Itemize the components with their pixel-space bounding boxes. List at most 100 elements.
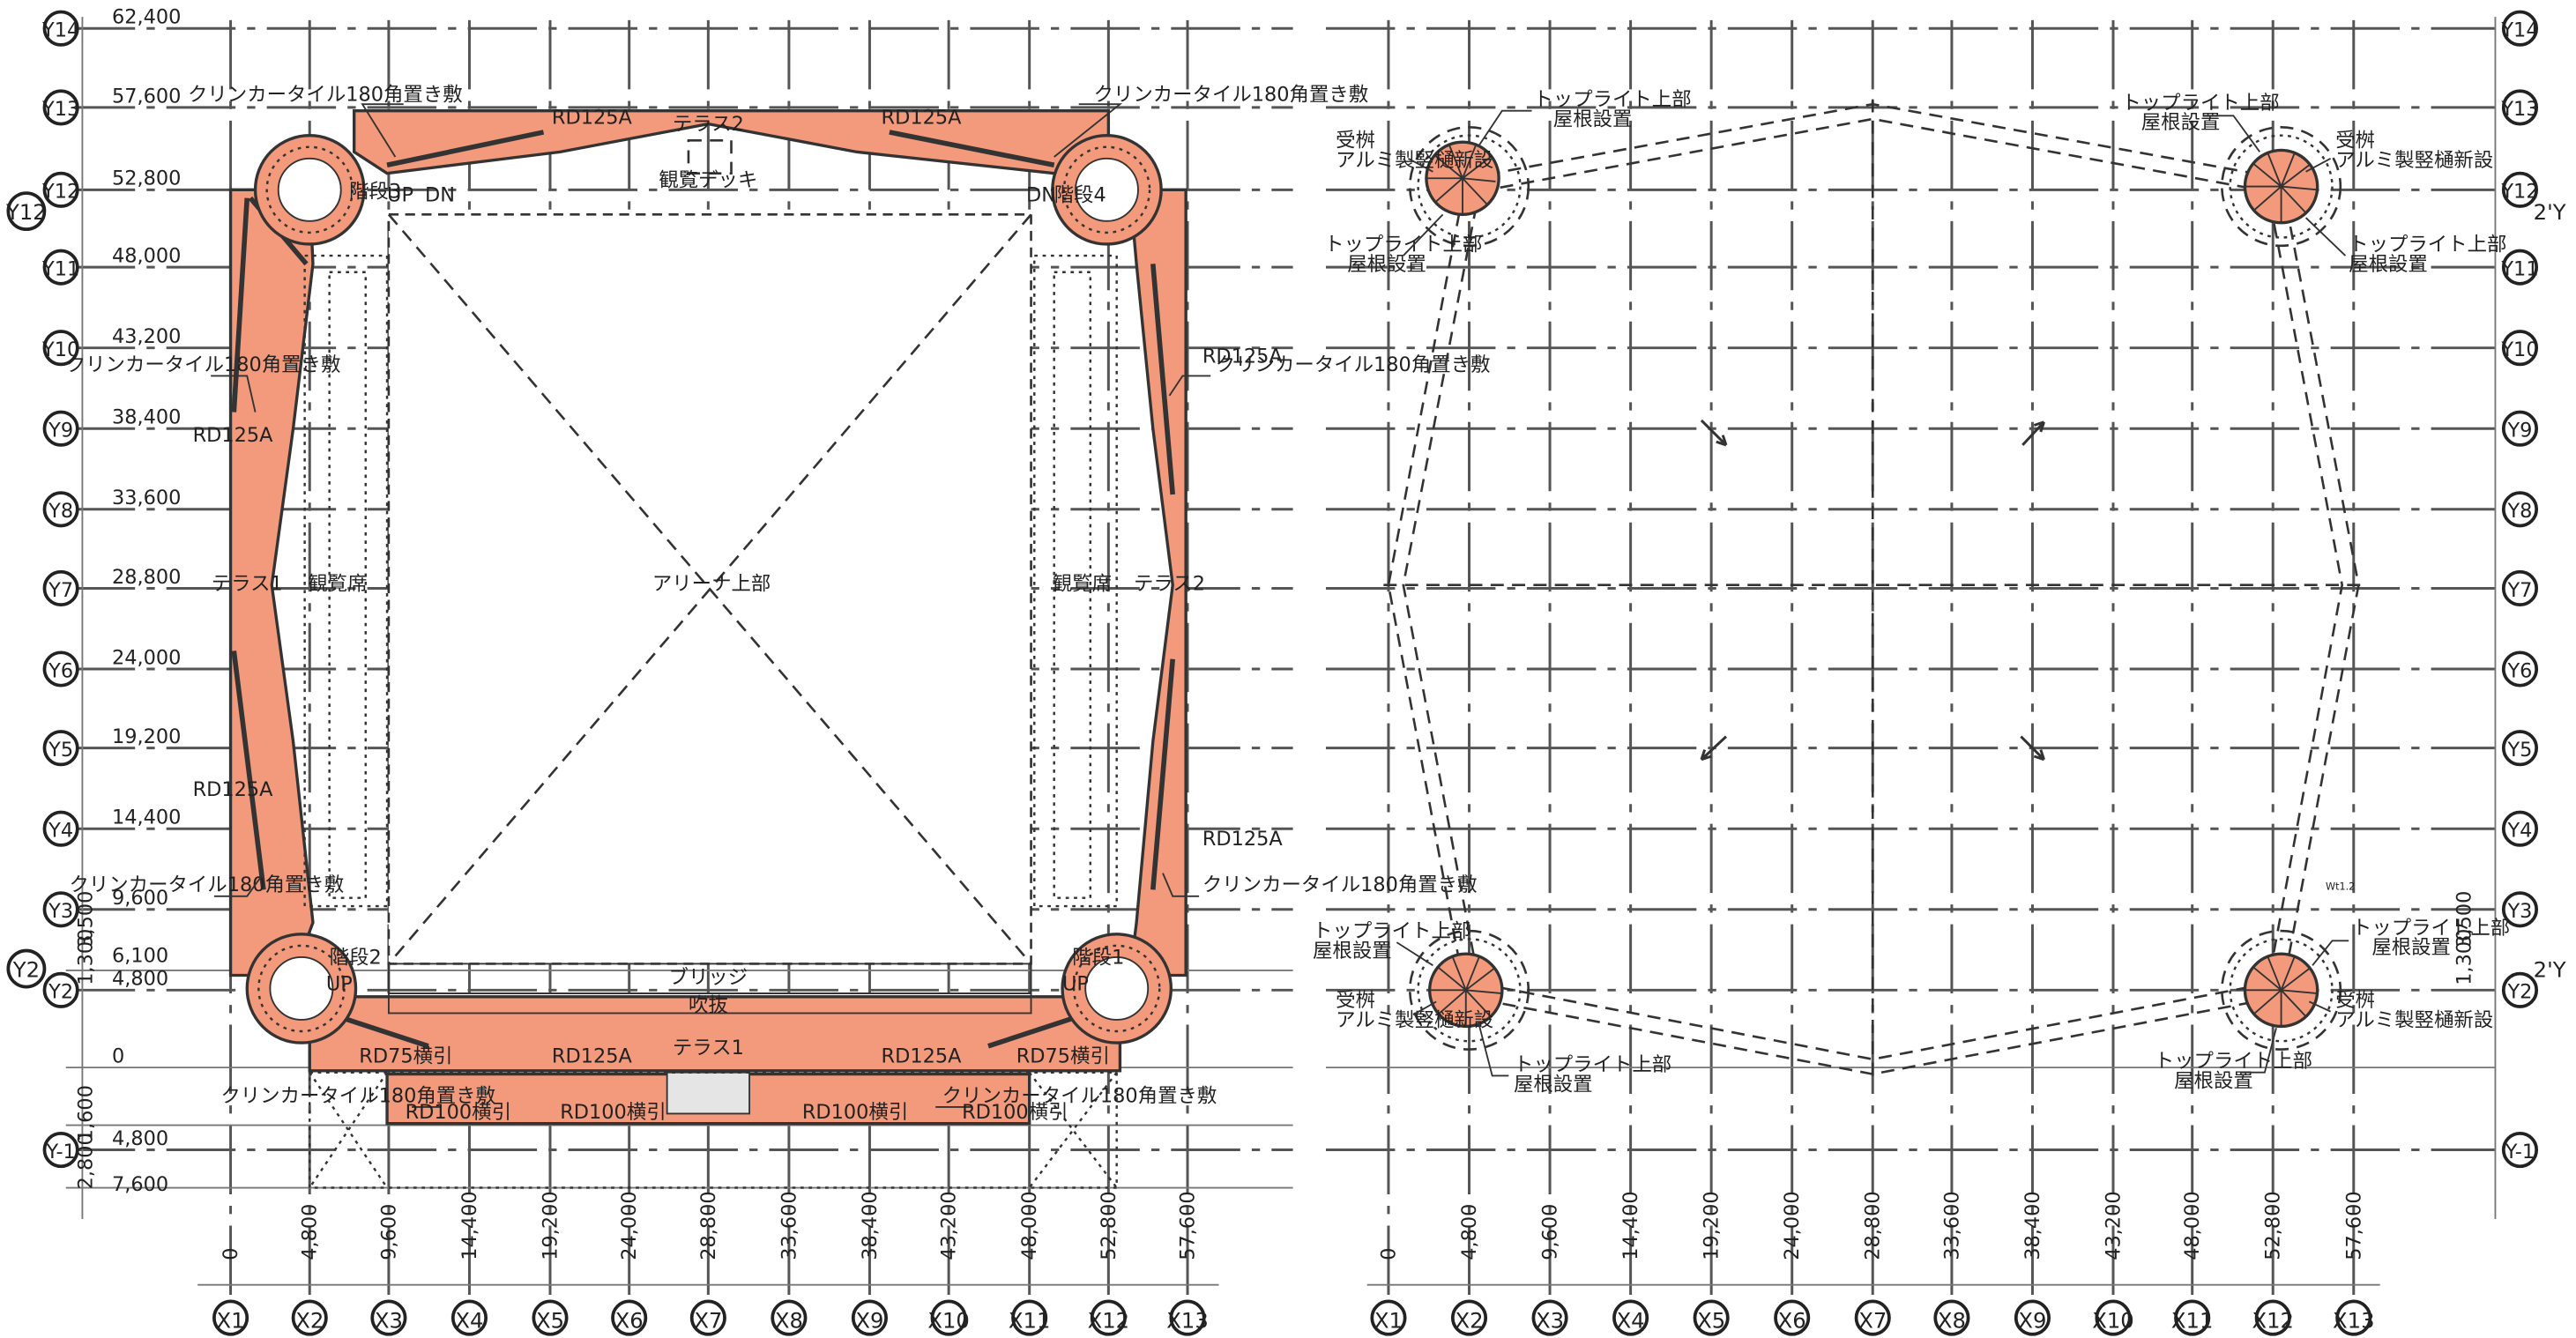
grid-label-y6-right: Y6 [2507, 659, 2533, 682]
grid-bubble-x12-right: X12 [2252, 1299, 2294, 1336]
grid-bubble-y-1-right: Y-1 [2501, 1131, 2539, 1169]
tower-nw [1408, 126, 1530, 248]
x-dim-11-right: 52,800 [2262, 1191, 2285, 1260]
y-dim-1: 57,600 [112, 85, 181, 108]
nw-toplight: トップライト上部 [1533, 88, 1691, 111]
x-dim-2-left: 9,600 [377, 1204, 400, 1260]
grid-label-x10-left: X10 [927, 1307, 970, 1333]
x-dim-5-left: 24,000 [618, 1191, 641, 1260]
grid-bubble-y9-right: Y9 [2501, 410, 2539, 447]
grid-bubble-x5-right: X5 [1693, 1299, 1730, 1336]
dim-1600: 1,600 [75, 1085, 98, 1141]
grid-label-y-1-left: Y-1 [45, 1141, 75, 1163]
grid-bubble-y14-left: Y14 [41, 10, 79, 47]
x-dim-12-right: 57,600 [2342, 1191, 2365, 1260]
se-receiver: 受桝 [2335, 989, 2375, 1012]
grid-bubble-y4-left: Y4 [42, 810, 79, 847]
x-dim-7-right: 33,600 [1940, 1191, 1963, 1260]
grid-bubble-y3-left: Y3 [42, 891, 79, 928]
rd125a-8: RD125A [882, 1045, 963, 1068]
x-dim-4-right: 19,200 [1701, 1191, 1724, 1260]
grid-label-x12-left: X12 [1088, 1307, 1130, 1333]
grid-bubble-y3-right: Y3 [2501, 891, 2539, 928]
grid-bubble-y7-right: Y7 [2501, 569, 2539, 607]
y-dim-7: 28,800 [112, 566, 181, 589]
grid-bubble-y5-right: Y5 [2501, 730, 2539, 767]
grid-label-y-1-right: Y-1 [2505, 1141, 2535, 1163]
grid-bubbles: X1 X1 X2 X2 X3 X3 X4 X4 X5 X5 X6 X6 X7 X7 X8 X8 X9 X9 X10 X… [41, 10, 2539, 1336]
stair1-label: 階段1 [1072, 946, 1124, 969]
dim-3500: 3,500 [75, 891, 98, 948]
grid-bubble-y10-left: Y10 [41, 330, 79, 367]
grid-bubble-x4-left: X4 [450, 1299, 488, 1336]
grid-bubble-x13-right: X13 [2333, 1299, 2375, 1336]
sw-roof: 屋根設置 [1313, 940, 1392, 963]
grid-bubble-x10-right: X10 [2092, 1299, 2134, 1336]
arena-label: アリーナ上部 [652, 572, 771, 595]
grid-label-y7-left: Y7 [48, 579, 73, 602]
grid-bubble-x8-right: X8 [1933, 1299, 1970, 1336]
x-dim-12-left: 57,600 [1177, 1191, 1200, 1260]
grid-bubble-y12-left: Y12 [41, 171, 79, 208]
x-dim-10-left: 48,000 [1018, 1191, 1041, 1260]
grid-bubble-x12-left: X12 [1088, 1299, 1130, 1336]
grid-label-x11-right: X11 [2171, 1307, 2214, 1333]
grid-bubble-x2-left: X2 [291, 1299, 328, 1336]
x-dim-3-right: 14,400 [1619, 1191, 1642, 1260]
grid-bubble-y13-right: Y13 [2500, 89, 2539, 126]
y-dim-12: 6,100 [112, 945, 168, 968]
x-dim-9-right: 43,200 [2102, 1191, 2125, 1260]
dim-1300: 1,300 [75, 929, 98, 985]
x-dim-1-left: 4,800 [299, 1204, 322, 1260]
clinker-label-5: クリンカータイル180角置き敷 [69, 873, 344, 896]
grid-label-x2-left: X2 [295, 1307, 324, 1333]
atrium-label: 吹抜 [689, 994, 728, 1017]
rd100-2: RD100横引 [560, 1101, 666, 1124]
grid-label-x6-left: X6 [615, 1307, 644, 1333]
grid-label-x3-left: X3 [375, 1307, 403, 1333]
grid-label-y11-right: Y11 [2500, 257, 2538, 280]
y-dim-8: 24,000 [112, 646, 181, 669]
y-dim-4: 43,200 [112, 325, 181, 348]
grid-label-x10-right: X10 [2092, 1307, 2134, 1333]
up-label-2: UP [326, 972, 353, 995]
clinker-label-4: クリンカータイル180角置き敷 [1216, 353, 1491, 376]
terrace1-label: テラス1 [673, 1037, 744, 1059]
se-roof: 屋根設置 [2371, 936, 2451, 959]
grid-bubble-y12-right: Y12 [2500, 171, 2539, 208]
rd75-2: RD75横引 [1016, 1045, 1110, 1068]
bridge-label: ブリッジ [669, 966, 748, 989]
seat2-label: 観覧席 [1053, 572, 1112, 595]
grid-bubble-y6-right: Y6 [2501, 650, 2539, 688]
dn-label-2: DN [1026, 183, 1056, 206]
rd125a-2: RD125A [882, 107, 963, 130]
terrace2-label: テラス2 [673, 113, 744, 136]
x-dim-4-left: 19,200 [539, 1191, 562, 1260]
rd125a-1: RD125A [552, 107, 633, 130]
rd125a-6: RD125A [1202, 828, 1284, 851]
grid-bubble-x5-left: X5 [532, 1299, 569, 1336]
nw-gutter: アルミ製竪樋新設 [1336, 149, 1493, 172]
clinker-label-2: クリンカータイル180角置き敷 [1094, 83, 1369, 106]
sw-gutter: アルミ製竪樋新設 [1336, 1008, 1493, 1031]
grid-bubble-x3-left: X3 [370, 1299, 407, 1336]
grid-label-x5-left: X5 [536, 1307, 564, 1333]
grid-label-x9-left: X9 [855, 1307, 883, 1333]
x-dim-11-left: 52,800 [1098, 1191, 1120, 1260]
rd100-3: RD100横引 [802, 1101, 908, 1124]
x-dim-0-right: 0 [1377, 1247, 1400, 1260]
grid-label-x4-right: X4 [1617, 1307, 1645, 1333]
grid-dimensions: 0 0 4,800 4,800 9,600 9,600 14,400 14,400 19,200… [112, 6, 2365, 1260]
ne-toplight: トップライト上部 [2121, 92, 2279, 115]
sw-toplight-2: トップライト上部 [1514, 1053, 1671, 1076]
nw-receiver: 受桝 [1336, 130, 1375, 152]
deck-label: 観覧デッキ [659, 169, 757, 192]
tower-ne [2221, 126, 2342, 248]
grid-bubble-x10-left: X10 [927, 1299, 970, 1336]
grid-label-y2-right: Y2 [2507, 981, 2533, 1004]
grid-label-x13-right: X13 [2333, 1307, 2375, 1333]
x-dim-6-left: 28,800 [697, 1191, 720, 1260]
se-toplight: トップライト上部 [2352, 917, 2510, 940]
stair3-label: 階段3 [349, 181, 401, 204]
